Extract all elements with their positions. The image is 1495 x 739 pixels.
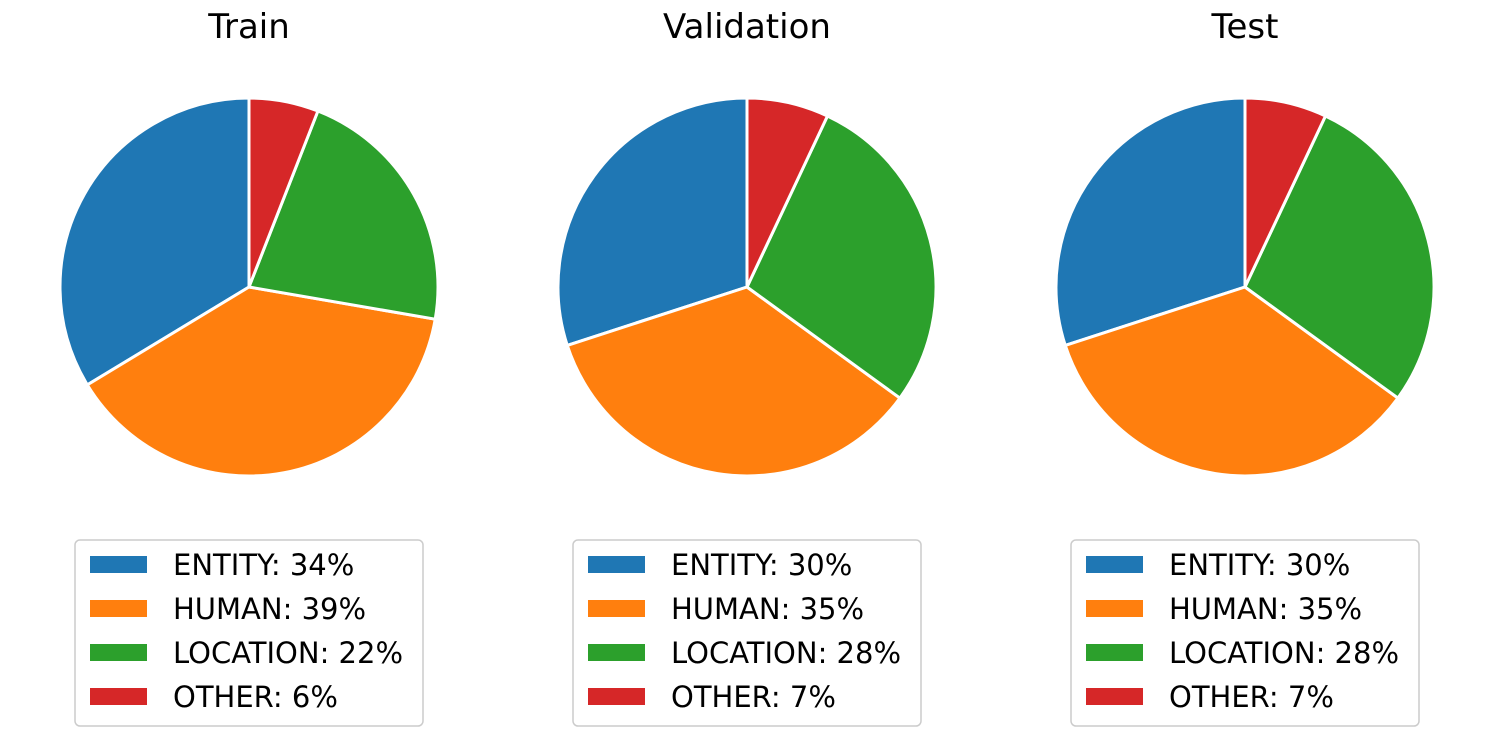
- pie-slice-entity: [1054, 96, 1247, 347]
- legend-swatch-location: [588, 644, 645, 661]
- pie-slice-other: [247, 96, 320, 289]
- chart-title: Test: [1211, 7, 1279, 47]
- pie-chart-validation: Validation ENTITY: 30% HUMAN: 35% LOCATION:…: [556, 7, 938, 727]
- legend-swatch-entity: [90, 556, 147, 573]
- legend-label-human: HUMAN: 35%: [671, 592, 864, 626]
- legend-label-location: LOCATION: 22%: [173, 636, 403, 670]
- chart-title: Train: [207, 7, 290, 47]
- legend-label-other: OTHER: 6%: [173, 680, 338, 714]
- legend-swatch-other: [1086, 688, 1143, 705]
- legend-box: [572, 539, 922, 727]
- pie-slice-other: [1243, 96, 1327, 289]
- pie-slice-location: [247, 109, 440, 321]
- pie-slice-entity: [556, 96, 749, 347]
- legend-label-other: OTHER: 7%: [1169, 680, 1334, 714]
- legend-label-entity: ENTITY: 30%: [671, 548, 852, 582]
- legend-label-location: LOCATION: 28%: [1169, 636, 1399, 670]
- legend-swatch-human: [588, 600, 645, 617]
- legend-label-entity: ENTITY: 34%: [173, 548, 354, 582]
- legend-label-entity: ENTITY: 30%: [1169, 548, 1350, 582]
- legend-swatch-location: [90, 644, 147, 661]
- pie-slice-other: [745, 96, 829, 289]
- legend-swatch-human: [1086, 600, 1143, 617]
- pie-slice-entity: [58, 96, 251, 387]
- chart-title: Validation: [663, 7, 831, 47]
- legend-label-human: HUMAN: 35%: [1169, 592, 1362, 626]
- pie-slice-human: [85, 285, 437, 478]
- legend-swatch-entity: [1086, 556, 1143, 573]
- legend-swatch-other: [588, 688, 645, 705]
- pie-slice-human: [1063, 285, 1400, 478]
- legend-swatch-entity: [588, 556, 645, 573]
- legend-swatch-location: [1086, 644, 1143, 661]
- legend-swatch-human: [90, 600, 147, 617]
- legend-label-location: LOCATION: 28%: [671, 636, 901, 670]
- pie-chart-train: Train ENTITY: 34% HUMAN: 39% LOCATION: 22% O…: [58, 7, 440, 727]
- legend-label-human: HUMAN: 39%: [173, 592, 366, 626]
- legend-box: [1070, 539, 1420, 727]
- pie-chart-test: Test ENTITY: 30% HUMAN: 35% LOCATION: 28% OT…: [1054, 7, 1436, 727]
- legend-box: [74, 539, 424, 727]
- legend-swatch-other: [90, 688, 147, 705]
- pie-slice-human: [565, 285, 902, 478]
- legend-label-other: OTHER: 7%: [671, 680, 836, 714]
- pie-slice-location: [1243, 114, 1436, 400]
- pie-slice-location: [745, 114, 938, 400]
